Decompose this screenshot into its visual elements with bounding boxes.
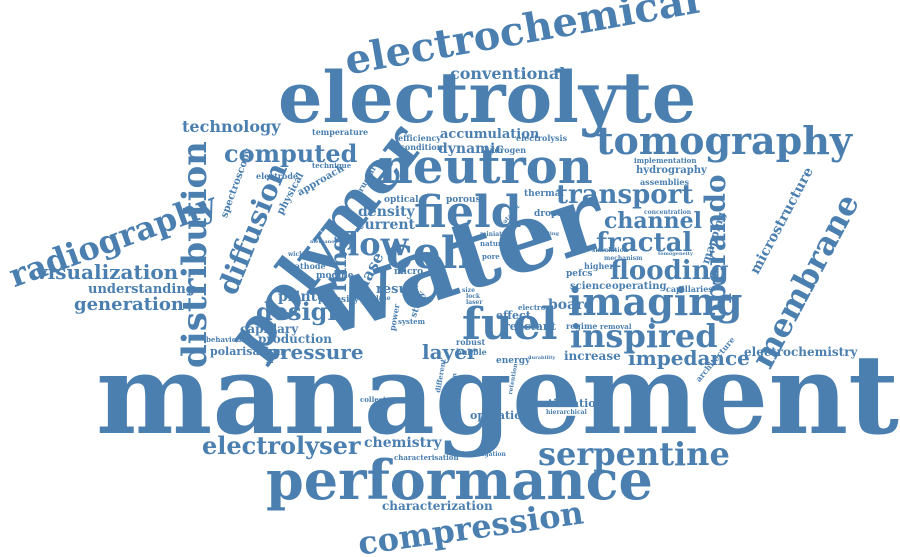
- word-operating: operating: [612, 281, 667, 292]
- word-conventional: conventional: [450, 64, 566, 83]
- word-higher: higher: [584, 261, 614, 271]
- word-pressure: pressure: [266, 340, 364, 364]
- word-board: board: [548, 297, 594, 313]
- word-efficiency: efficiency: [398, 133, 442, 143]
- word-serpentine: serpentine: [538, 435, 730, 473]
- word-implementation: implementation: [634, 156, 697, 165]
- word-result: result: [376, 282, 419, 297]
- word-optical: optical: [384, 195, 419, 205]
- word-inspired: inspired: [570, 317, 718, 355]
- word-plane: plane: [372, 295, 391, 302]
- word-concentration: concentration: [644, 209, 692, 216]
- word-field: field: [414, 187, 522, 238]
- word-thermal: thermal: [524, 189, 564, 199]
- word-micro: micro: [394, 267, 424, 277]
- word-drilling: drilling: [538, 231, 559, 237]
- word-system: system: [398, 317, 426, 326]
- word-electro: electro: [518, 303, 546, 312]
- word-operation: operation: [470, 409, 530, 422]
- word-technique: technique: [312, 161, 352, 170]
- word-hierarchical: hierarchical: [546, 409, 587, 416]
- word-electrolyte: electrolyte: [278, 56, 697, 139]
- word-capillaries: capillaries: [666, 284, 713, 294]
- word-collector: collector: [360, 395, 395, 404]
- word-reactant: reactant: [504, 320, 556, 333]
- word-condition: condition: [400, 142, 443, 152]
- word-imaging: imaging: [568, 279, 743, 324]
- word-temperature: temperature: [312, 127, 369, 137]
- word-understanding: understanding: [88, 282, 195, 297]
- word-computed: computed: [224, 139, 358, 168]
- word-mechanism: mechanism: [604, 255, 643, 262]
- word-electrochemistry: electrochemistry: [744, 345, 858, 359]
- word-simulation: simulation: [592, 247, 628, 254]
- word-behaviour: behaviour: [206, 335, 246, 344]
- word-pefcs: pefcs: [566, 269, 593, 279]
- word-utilization: utilization: [540, 397, 604, 410]
- word-printed: printed: [278, 289, 336, 305]
- word-generation: generation: [74, 294, 184, 315]
- word-flooding: flooding: [610, 256, 729, 286]
- word-wicking: wicking: [288, 251, 315, 258]
- word-bubble: bubble: [456, 347, 487, 357]
- word-layer: layer: [422, 340, 478, 364]
- word-assemblies: assemblies: [640, 177, 690, 187]
- word-production: production: [258, 332, 332, 346]
- word-investigation: investigation: [462, 451, 506, 458]
- word-current: current: [356, 217, 416, 233]
- word-technology: technology: [182, 117, 281, 136]
- word-droplet: droplet: [534, 209, 571, 219]
- word-robust: robust: [456, 337, 486, 347]
- word-durability: durability: [528, 355, 556, 361]
- word-porous: porous: [446, 195, 481, 205]
- word-methanol: methanol: [310, 239, 337, 245]
- word-polarisation: polarisation: [210, 345, 285, 358]
- word-pore: pore: [482, 252, 500, 261]
- word-characterization: characterization: [382, 499, 493, 513]
- word-removal: removal: [600, 322, 632, 331]
- word-characterisation: characterisation: [394, 453, 459, 462]
- word-electrolysis: electrolysis: [516, 133, 568, 143]
- word-neutron: neutron: [378, 139, 593, 195]
- word-nature: nature: [480, 239, 507, 248]
- word-performance: performance: [266, 448, 653, 512]
- word-transport: transport: [556, 180, 694, 210]
- word-design: design: [256, 297, 345, 326]
- word-energy: energy: [496, 356, 531, 366]
- word-hydrogen: hydrogen: [484, 145, 527, 155]
- word-visualization: visualization: [36, 260, 179, 284]
- word-accumulation: accumulation: [440, 127, 540, 142]
- word-impedance: impedance: [628, 346, 750, 370]
- word-module: module: [316, 271, 354, 281]
- word-tomography: tomography: [596, 118, 852, 163]
- word-laser: laser: [466, 299, 483, 306]
- word-regime: regime: [566, 321, 598, 331]
- word-density: density: [358, 204, 415, 220]
- word-fractal: fractal: [596, 228, 693, 258]
- word-dynamic: dynamic: [438, 141, 504, 157]
- word-flow: flow: [336, 225, 409, 263]
- word-cell: cell: [386, 228, 475, 279]
- word-miniature: miniature: [480, 231, 514, 238]
- word-chemistry: chemistry: [364, 435, 442, 451]
- word-electrolyser: electrolyser: [202, 431, 361, 460]
- word-science: science: [570, 281, 612, 292]
- word-electrode: electrode: [256, 171, 299, 181]
- word-cathode: cathode: [290, 261, 326, 271]
- word-management: management: [96, 330, 899, 459]
- word-tomogeneity: tomogeneity: [658, 251, 693, 257]
- word-hydrography: hydrography: [636, 165, 707, 176]
- word-porosity: porosity: [318, 295, 359, 305]
- word-increase: increase: [564, 349, 621, 363]
- word-foam: foam: [467, 249, 479, 273]
- word-effect: effect: [496, 309, 531, 322]
- word-size: size: [462, 287, 475, 294]
- word-distribution: distribution: [175, 141, 215, 368]
- word-channel: channel: [604, 208, 702, 234]
- word-capillary: capillary: [240, 322, 299, 336]
- word-fuel: fuel: [462, 299, 558, 350]
- word-lock: lock: [466, 293, 481, 300]
